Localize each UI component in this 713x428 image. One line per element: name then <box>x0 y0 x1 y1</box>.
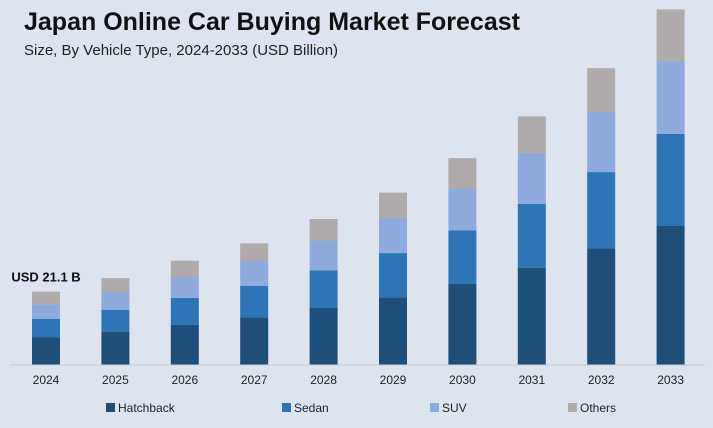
legend-label-others: Others <box>580 401 616 415</box>
bar-sedan-2032 <box>587 172 616 249</box>
x-tick-label-2031: 2031 <box>518 373 545 387</box>
bar-others-2027 <box>240 243 269 262</box>
bar-hatchback-2029 <box>379 297 407 365</box>
legend-label-suv: SUV <box>442 401 467 415</box>
bar-sedan-2028 <box>309 270 338 308</box>
x-tick-label-2029: 2029 <box>380 373 407 387</box>
bar-sedan-2031 <box>517 203 546 268</box>
legend-swatch-suv <box>430 403 439 412</box>
bar-sedan-2025 <box>101 309 130 332</box>
bar-hatchback-2033 <box>656 225 685 365</box>
bar-hatchback-2027 <box>240 317 269 365</box>
legend-swatch-others <box>568 403 577 412</box>
bar-suv-2026 <box>170 277 199 298</box>
bar-hatchback-2025 <box>101 331 130 365</box>
x-tick-label-2032: 2032 <box>588 373 615 387</box>
bar-sedan-2027 <box>240 285 269 318</box>
bar-others-2032 <box>587 68 616 112</box>
annotation-2033: USD 53.6 B <box>636 0 705 2</box>
bar-sedan-2024 <box>32 318 60 338</box>
x-tick-label-2025: 2025 <box>102 373 129 387</box>
legend-label-hatchback: Hatchback <box>118 401 176 415</box>
annotations-group: USD 21.1 B USD 53.6 B <box>11 0 705 285</box>
bar-suv-2028 <box>309 240 338 271</box>
bar-others-2025 <box>101 278 130 292</box>
legend: Hatchback Sedan SUV Others <box>106 401 616 415</box>
bar-others-2028 <box>309 219 338 241</box>
bar-suv-2032 <box>587 111 616 173</box>
bar-hatchback-2030 <box>448 284 477 365</box>
bar-others-2026 <box>170 260 199 278</box>
bar-suv-2033 <box>656 61 685 134</box>
bar-sedan-2026 <box>170 297 199 325</box>
x-tick-label-2027: 2027 <box>241 373 268 387</box>
x-tick-label-2028: 2028 <box>310 373 337 387</box>
annotation-2024: USD 21.1 B <box>11 270 80 285</box>
legend-swatch-hatchback <box>106 403 115 412</box>
bar-hatchback-2026 <box>170 324 199 365</box>
chart-title: Japan Online Car Buying Market Forecast <box>24 8 520 36</box>
legend-swatch-sedan <box>282 403 291 412</box>
x-tick-label-2024: 2024 <box>33 373 60 387</box>
chart-subtitle: Size, By Vehicle Type, 2024-2033 (USD Bi… <box>24 42 339 59</box>
bar-hatchback-2024 <box>32 337 60 365</box>
x-tick-label-2033: 2033 <box>657 373 684 387</box>
bar-hatchback-2032 <box>587 248 616 365</box>
bar-sedan-2029 <box>379 253 407 298</box>
x-tick-labels: 2024 2025 2026 2027 2028 2029 2030 2031 2032 2033 <box>33 373 685 387</box>
bar-others-2029 <box>379 192 407 218</box>
bars-group <box>32 9 685 365</box>
bar-others-2033 <box>656 9 685 62</box>
bar-hatchback-2031 <box>517 267 546 365</box>
legend-label-sedan: Sedan <box>294 401 329 415</box>
bar-suv-2029 <box>379 217 407 254</box>
bar-suv-2030 <box>448 188 477 231</box>
bar-others-2031 <box>517 116 546 153</box>
bar-suv-2027 <box>240 261 269 286</box>
bar-sedan-2030 <box>448 230 477 285</box>
x-tick-label-2026: 2026 <box>171 373 198 387</box>
x-tick-label-2030: 2030 <box>449 373 476 387</box>
bar-suv-2031 <box>517 152 546 204</box>
bar-suv-2024 <box>32 304 60 319</box>
bar-others-2024 <box>32 291 60 305</box>
bar-sedan-2033 <box>656 133 685 226</box>
bar-others-2030 <box>448 158 477 189</box>
bar-hatchback-2028 <box>309 307 338 365</box>
bar-suv-2025 <box>101 292 130 310</box>
